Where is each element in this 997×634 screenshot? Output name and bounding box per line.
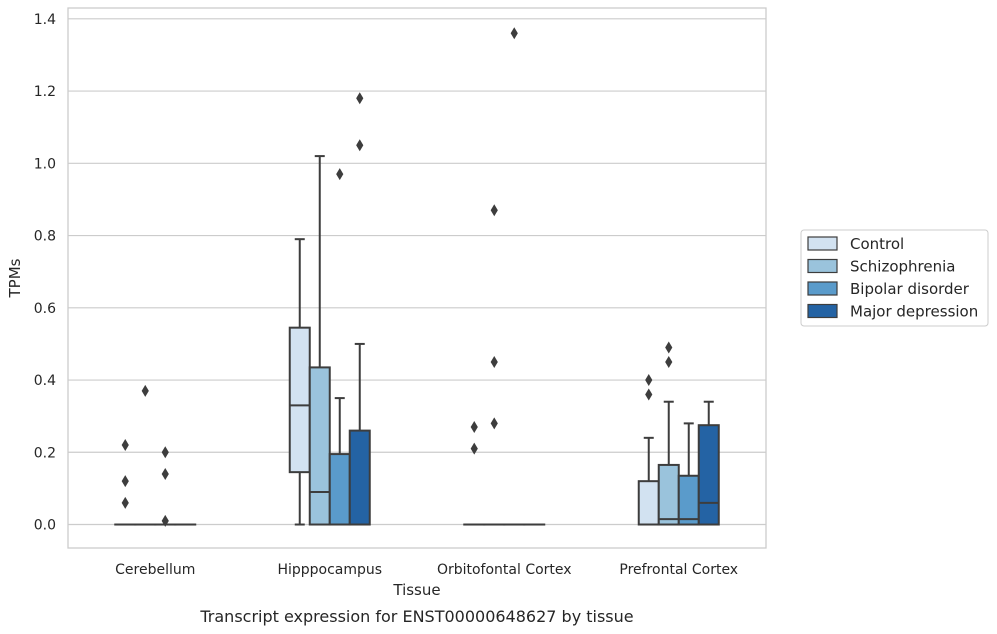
outlier-point: [665, 341, 673, 354]
outlier-point: [121, 475, 129, 488]
outlier-point: [161, 514, 169, 527]
box-body: [328, 453, 351, 526]
legend-swatch: [807, 236, 838, 251]
box-0-3: [637, 374, 660, 526]
outlier-point: [490, 417, 498, 430]
outlier-point: [161, 467, 169, 480]
box-body: [677, 474, 700, 526]
y-tick-label: 0.6: [34, 301, 56, 317]
outlier-point: [490, 355, 498, 368]
y-tick-label: 0.2: [34, 445, 56, 461]
box-marks: [114, 27, 720, 527]
outlier-point: [510, 27, 518, 40]
box-body: [308, 366, 331, 526]
box-2-2: [503, 27, 526, 526]
y-tick-label: 1.2: [34, 84, 56, 100]
legend: Control Schizophrenia Bipolar disorder Majo…: [800, 229, 989, 327]
outlier-point: [336, 168, 344, 181]
box-3-3: [697, 400, 720, 526]
legend-label: Schizophrenia: [850, 258, 955, 276]
legend-frame: [800, 229, 989, 327]
legend-swatch: [807, 303, 838, 319]
x-tick-label: Orbitofontal Cortex: [437, 562, 572, 578]
box-body: [657, 463, 680, 526]
box-body: [348, 429, 371, 526]
outlier-point: [121, 439, 129, 452]
legend-label: Major depression: [850, 303, 978, 321]
box-1-2: [483, 204, 506, 526]
outlier-point: [356, 139, 364, 152]
outlier-point: [490, 204, 498, 217]
outlier-point: [121, 496, 129, 509]
y-tick-label: 0.0: [34, 518, 56, 534]
legend-label: Control: [850, 235, 904, 253]
outlier-point: [161, 446, 169, 459]
x-tick-label: Cerebellum: [115, 562, 195, 578]
x-tick-label: Hipppocampus: [277, 562, 382, 578]
box-0-0: [114, 439, 137, 526]
chart-caption: Transcript expression for ENST0000064862…: [199, 607, 633, 626]
box-body: [697, 424, 720, 526]
y-tick-label: 1.4: [34, 12, 56, 28]
legend-label: Bipolar disorder: [850, 280, 970, 298]
legend-swatch: [807, 258, 838, 274]
y-axis-ticks: 0.0 0.2 0.4 0.6 0.8 1.0 1.2 1.4: [34, 12, 56, 534]
box-3-1: [348, 92, 371, 526]
y-tick-label: 1.0: [34, 156, 56, 172]
box-body: [637, 480, 660, 526]
box-1-1: [308, 155, 331, 526]
x-tick-label: Prefrontal Cortex: [619, 562, 738, 578]
outlier-point: [470, 442, 478, 455]
plot-frame: [67, 7, 767, 549]
box-0-2: [463, 420, 486, 526]
x-axis-ticks: Cerebellum Hipppocampus Orbitofontal Corte…: [115, 562, 738, 578]
y-axis-title: TPMs: [6, 258, 24, 298]
box-body: [288, 326, 311, 474]
box-2-1: [328, 168, 351, 526]
outlier-point: [141, 384, 149, 397]
outlier-point: [645, 388, 653, 401]
y-tick-label: 0.4: [34, 373, 56, 389]
y-tick-label: 0.8: [34, 229, 56, 245]
outlier-point: [665, 355, 673, 368]
legend-swatch: [807, 281, 838, 296]
x-axis-title: Tissue: [392, 581, 440, 599]
outlier-point: [470, 420, 478, 433]
outlier-point: [356, 92, 364, 105]
outlier-point: [645, 374, 653, 387]
